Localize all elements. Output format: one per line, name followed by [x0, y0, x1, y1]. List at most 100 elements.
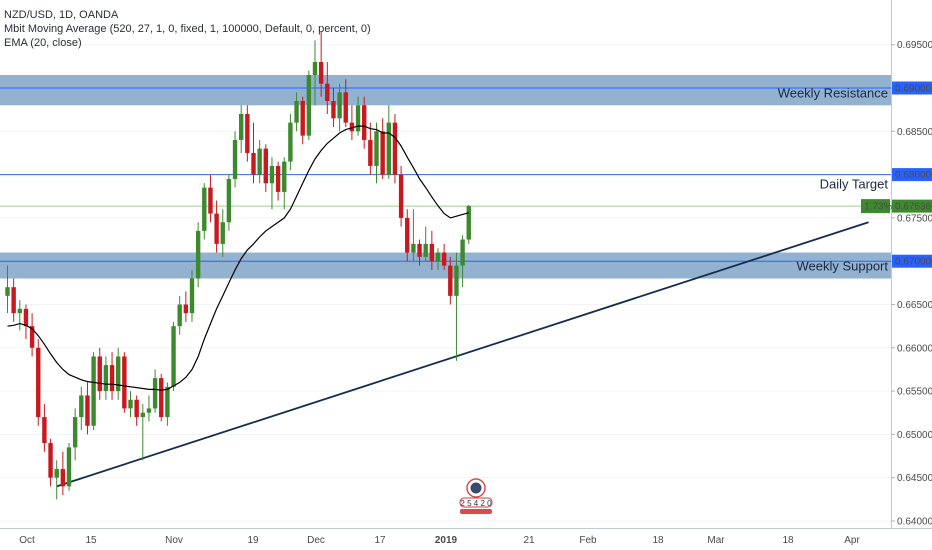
candle-body — [325, 83, 330, 101]
candle-body — [251, 152, 256, 175]
candle-body — [454, 265, 459, 296]
candle-body — [60, 469, 66, 487]
candle-body — [245, 113, 250, 153]
x-tick-label: Oct — [19, 535, 35, 546]
candle-body — [448, 265, 453, 296]
candle-body — [159, 378, 164, 418]
candle-body — [140, 412, 145, 418]
candle-body — [312, 62, 318, 76]
candle-body — [11, 287, 16, 314]
candle-body — [189, 278, 195, 314]
candle-body — [374, 131, 379, 166]
change-tag-bg — [861, 199, 890, 214]
candle-body — [202, 187, 207, 231]
x-tick-label: Dec — [307, 535, 325, 546]
y-tick-label: 0.65000 — [897, 430, 932, 441]
candle-body — [97, 356, 102, 392]
candle-body — [103, 365, 109, 392]
ema-line — [7, 125, 469, 391]
candle-body — [152, 378, 158, 409]
candle-body — [411, 243, 416, 253]
symbol-line[interactable]: NZD/USD, 1D, OANDA — [4, 9, 119, 21]
candle-body — [116, 356, 121, 392]
candle-body — [417, 243, 422, 257]
zone-band — [0, 75, 891, 106]
candle-body — [214, 213, 219, 244]
candle-body — [171, 326, 176, 387]
candle-body — [42, 417, 47, 444]
current-price-tag-bg — [892, 199, 932, 213]
resistance-price-tag-bg — [892, 81, 932, 95]
candle-body — [337, 92, 342, 119]
current-price-tag: 0.67636 — [895, 202, 932, 213]
target-price-tag: 0.68000 — [895, 170, 932, 181]
y-tick-label: 0.64000 — [897, 517, 932, 528]
candle-body — [331, 100, 336, 119]
candle-body — [257, 148, 262, 175]
x-tick-label: Mar — [707, 535, 725, 546]
candle-body — [380, 131, 385, 175]
candle-body — [398, 174, 404, 218]
x-tick-label: Feb — [579, 535, 597, 546]
y-tick-label: 0.64500 — [897, 473, 932, 484]
y-tick-label: 0.66000 — [897, 343, 932, 354]
candle-body — [460, 239, 465, 266]
target-price-tag-bg — [892, 168, 932, 182]
candle-body — [23, 308, 29, 327]
candle-body — [441, 252, 447, 266]
candle-body — [226, 178, 232, 223]
candle-body — [134, 399, 139, 418]
candle-body — [368, 139, 373, 166]
candle-body — [349, 122, 355, 132]
candle-body — [318, 62, 324, 84]
candle-body — [306, 75, 312, 136]
candle-body — [177, 304, 182, 327]
badge-banner — [459, 497, 493, 508]
badge-ribbon — [460, 509, 492, 514]
candle-body — [386, 122, 391, 175]
candle-body — [165, 386, 170, 418]
candle-body — [195, 230, 201, 279]
x-tick-label: 17 — [374, 535, 386, 546]
badge-globe-icon — [470, 482, 482, 494]
candle-body — [91, 356, 96, 426]
candle-body — [405, 217, 410, 253]
resistance-price-tag: 0.69000 — [895, 84, 932, 95]
support-price-tag: 0.67000 — [895, 257, 932, 268]
candle-body — [343, 92, 348, 123]
daily-target-label: Daily Target — [820, 177, 889, 192]
y-tick-label: 0.65500 — [897, 387, 932, 398]
y-tick-label: 0.66500 — [897, 300, 932, 311]
candle-body — [109, 365, 115, 392]
trendline — [56, 221, 869, 488]
y-tick-label: 0.67500 — [897, 213, 932, 224]
candle-body — [466, 206, 471, 240]
candle-body — [423, 243, 428, 257]
change-tag: 1.73% — [864, 202, 892, 213]
y-tick-label: 0.68500 — [897, 127, 932, 138]
candle-body — [220, 222, 225, 244]
x-tick-label: Nov — [165, 535, 183, 546]
indicator-mbit-ma[interactable]: Mbit Moving Average (520, 27, 1, 0, fixe… — [4, 23, 371, 35]
candle-body — [232, 139, 238, 179]
x-tick-label: 21 — [523, 535, 535, 546]
candle-body — [29, 326, 35, 348]
y-tick-label: 0.69500 — [897, 40, 932, 51]
candle-body — [429, 243, 435, 262]
candle-body — [85, 395, 90, 426]
candle-body — [79, 395, 84, 418]
badge-number: 2 5 4 2 0 — [460, 499, 492, 508]
candle-body — [282, 161, 287, 192]
support-price-tag-bg — [892, 254, 932, 268]
candle-body — [183, 304, 189, 314]
candle-body — [72, 417, 78, 448]
weekly-support-label: Weekly Support — [796, 259, 888, 274]
candle-body — [300, 100, 305, 136]
candle-body — [208, 187, 213, 214]
indicator-ema[interactable]: EMA (20, close) — [4, 37, 82, 49]
candle-body — [36, 347, 41, 418]
x-tick-label: 18 — [782, 535, 794, 546]
x-tick-label: 2019 — [435, 535, 458, 546]
x-tick-label: Apr — [844, 535, 860, 546]
